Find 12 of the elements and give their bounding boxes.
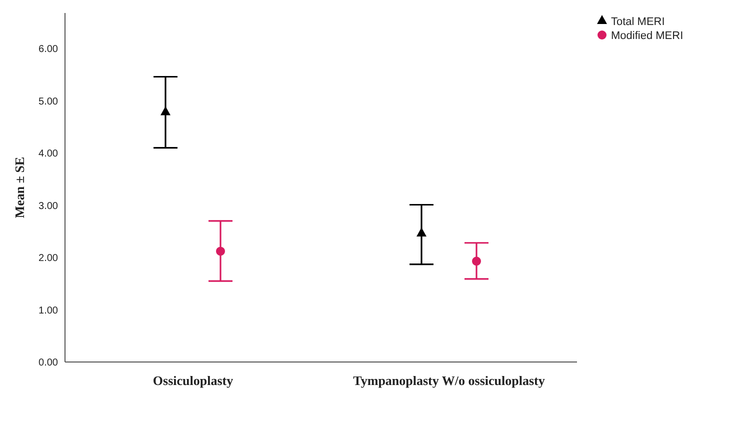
y-tick-label: 1.00	[38, 305, 58, 316]
y-tick-label: 6.00	[38, 44, 58, 56]
legend-label: Modified MERI	[611, 30, 684, 42]
y-tick-label: 5.00	[38, 96, 58, 108]
y-tick-label: 3.00	[38, 200, 58, 212]
y-tick-label: 4.00	[38, 148, 58, 160]
x-tick-label: Tympanoplasty W/o ossiculoplasty	[353, 373, 546, 388]
legend-label: Total MERI	[611, 16, 665, 28]
y-tick-label: 2.00	[38, 253, 58, 264]
y-tick-label: 0.00	[38, 358, 58, 368]
y-axis-title: Mean ± SE	[12, 156, 27, 218]
x-tick-label: Ossiculoplasty	[152, 373, 234, 388]
